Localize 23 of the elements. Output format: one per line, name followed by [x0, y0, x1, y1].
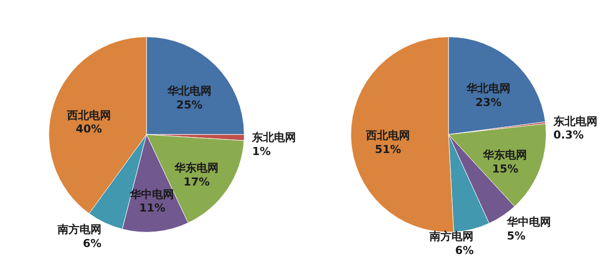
- slice-label: 西北电网: [66, 108, 111, 122]
- data-label: 0.3%: [553, 128, 584, 142]
- data-label: 23%: [475, 96, 502, 109]
- data-label: 51%: [374, 143, 402, 156]
- slice-label: 华东电网: [482, 148, 528, 162]
- data-label: 5%: [506, 229, 526, 242]
- data-label: 11%: [139, 202, 166, 215]
- slice-label: 华东电网: [174, 162, 219, 175]
- data-label: 1%: [252, 144, 271, 158]
- data-label: 25%: [176, 98, 202, 112]
- data-label: 6%: [455, 244, 474, 258]
- slice-label: 华北电网: [465, 82, 510, 95]
- slice-label: 华中电网: [506, 216, 551, 229]
- slice-label: 华北电网: [166, 84, 212, 98]
- data-label: 6%: [82, 237, 102, 250]
- data-label: 40%: [76, 122, 102, 136]
- slice-label: 南方电网: [56, 223, 102, 236]
- data-label: 15%: [492, 162, 518, 176]
- slice-label: 东北电网: [552, 114, 598, 128]
- slice-label: 东北电网: [251, 130, 296, 144]
- slice-label: 南方电网: [428, 230, 474, 244]
- slice-label: 西北电网: [364, 129, 410, 142]
- data-label: 17%: [183, 175, 210, 188]
